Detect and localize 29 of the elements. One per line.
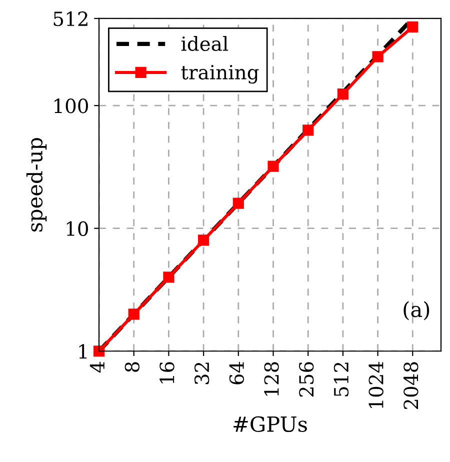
point bbox=[232, 198, 244, 209]
point bbox=[337, 88, 348, 100]
y-tick-label: 1 bbox=[79, 344, 87, 359]
x-tick-label: 4 bbox=[90, 362, 104, 373]
point bbox=[163, 272, 174, 283]
legend-label: ideal bbox=[181, 36, 228, 52]
point bbox=[198, 234, 210, 246]
x-tick-label: 32 bbox=[194, 362, 210, 384]
x-tick-label: 512 bbox=[334, 362, 349, 396]
x-tick-label: 2048 bbox=[404, 362, 418, 410]
point bbox=[268, 160, 279, 172]
annotation: (a) bbox=[404, 301, 430, 320]
y-tick-label: 512 bbox=[54, 11, 88, 26]
point bbox=[407, 21, 418, 32]
point bbox=[372, 51, 384, 62]
x-tick-label: 1024 bbox=[368, 362, 384, 408]
y-tick-label: 100 bbox=[54, 98, 88, 114]
legend-label: training bbox=[181, 64, 259, 84]
x-tick-label: 256 bbox=[299, 362, 314, 397]
x-axis-title: #GPUs bbox=[234, 416, 307, 432]
point bbox=[128, 308, 140, 320]
x-tick-label: 16 bbox=[160, 362, 174, 384]
point bbox=[302, 124, 314, 136]
y-tick-label: 10 bbox=[66, 221, 88, 236]
x-tick-label: 128 bbox=[264, 362, 279, 396]
y-axis-title: speed-up bbox=[26, 138, 47, 232]
point bbox=[93, 346, 105, 357]
x-tick-label: 8 bbox=[124, 362, 140, 372]
x-tick-label: 64 bbox=[229, 362, 244, 384]
